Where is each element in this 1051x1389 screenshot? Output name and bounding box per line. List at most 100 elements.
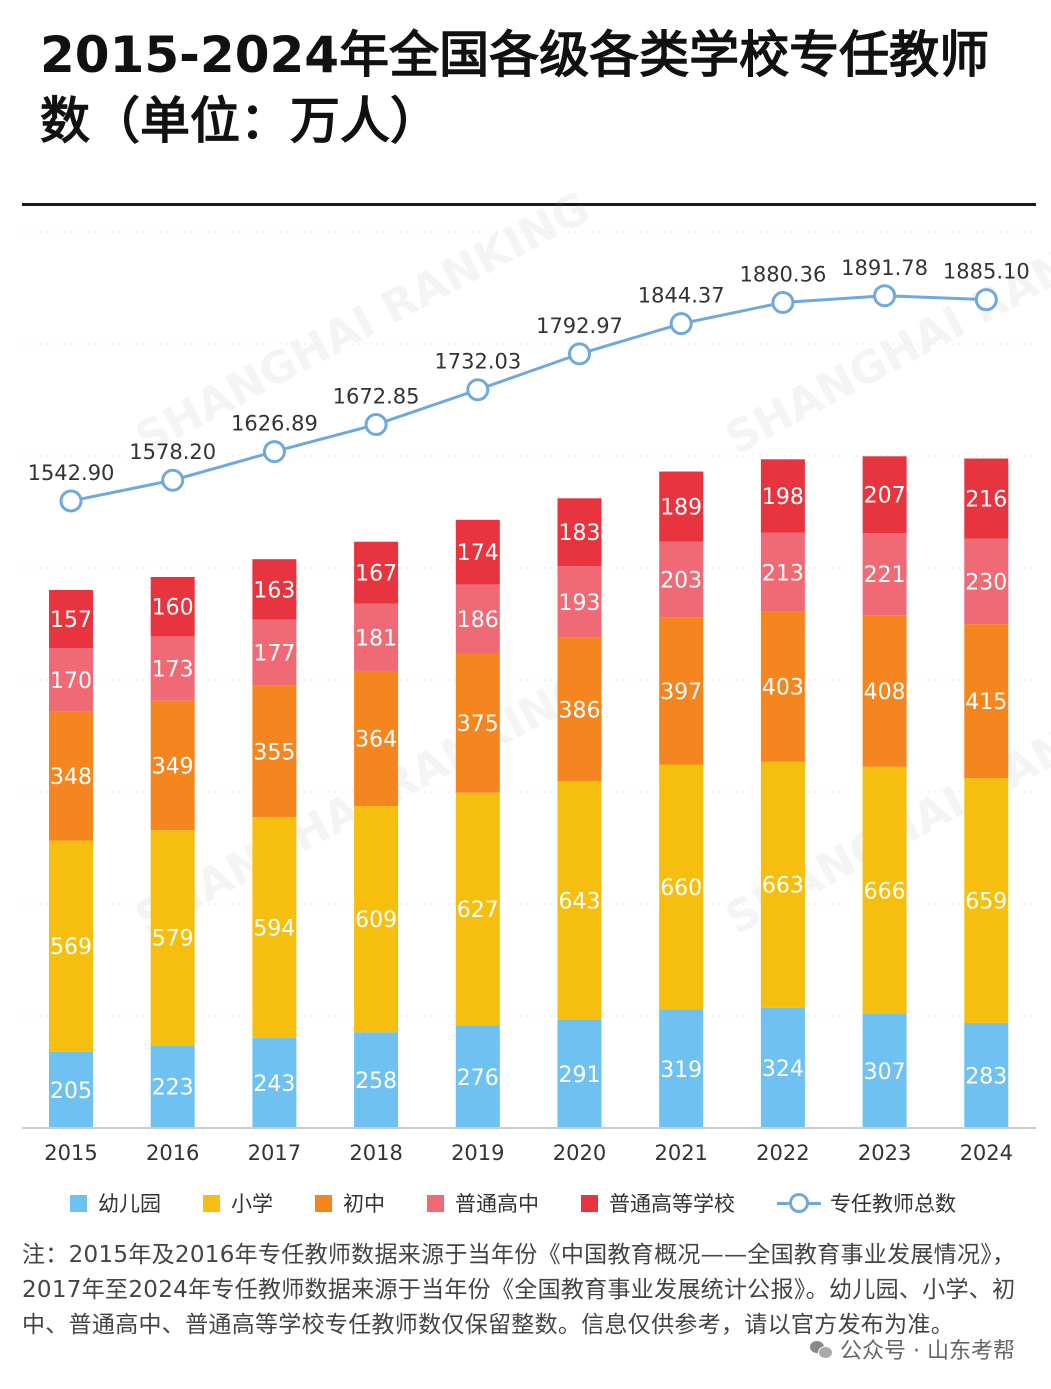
bar-segment-senior — [659, 541, 704, 618]
bar-segment-junior — [557, 637, 602, 782]
bar-value-label: 349 — [152, 754, 194, 779]
bar-segment-higher — [964, 458, 1009, 539]
total-value-label: 1891.78 — [841, 256, 928, 280]
bar-value-label: 163 — [253, 578, 295, 603]
bar-segment-primary — [252, 817, 297, 1038]
bar-segment-senior — [557, 566, 602, 638]
bar-value-label: 643 — [559, 890, 601, 915]
bar-segment-higher — [354, 541, 399, 604]
bar-value-label: 193 — [559, 591, 601, 616]
bar-segment-higher — [150, 576, 195, 637]
bar-value-label: 324 — [762, 1057, 804, 1082]
bar-value-label: 221 — [864, 563, 906, 588]
total-point — [771, 290, 795, 314]
bar-segment-junior — [252, 685, 297, 818]
bar-segment-junior — [354, 670, 399, 807]
bar-value-label: 408 — [864, 680, 906, 705]
bar-segment-primary — [964, 778, 1009, 1023]
bar-segment-junior — [150, 700, 195, 831]
bar-segment-senior — [964, 538, 1009, 625]
legend-label: 普通高等学校 — [609, 1192, 735, 1216]
bar-value-label: 579 — [152, 927, 194, 952]
legend-label: 小学 — [231, 1192, 273, 1216]
legend-swatch-primary — [203, 1194, 220, 1212]
bar-segment-senior — [354, 603, 399, 671]
x-tick-label: 2021 — [654, 1141, 707, 1165]
legend-line-marker — [777, 1193, 821, 1213]
x-tick-label: 2020 — [553, 1141, 606, 1165]
bar-segment-kindergarten — [354, 1032, 399, 1128]
bar-value-label: 258 — [355, 1069, 397, 1094]
bar-value-label: 223 — [152, 1076, 194, 1101]
bar-segment-higher — [760, 459, 805, 533]
bar-value-label: 364 — [355, 728, 397, 753]
total-value-label: 1672.85 — [333, 385, 420, 409]
bar-value-label: 307 — [864, 1060, 906, 1085]
bar-value-label: 157 — [50, 608, 92, 633]
bar-value-label: 183 — [559, 521, 601, 546]
bar-value-label: 205 — [50, 1079, 92, 1104]
chart-legend: 幼儿园 小学 初中 普通高中 普通高等学校 专任教师总数 — [70, 1188, 1030, 1218]
bar-value-label: 189 — [660, 496, 702, 521]
bar-segment-higher — [455, 519, 500, 585]
bar-segment-higher — [49, 589, 93, 649]
stacked-bar-line-chart: 205 569 348 170 157 2015 223 579 349 173 160 2016 24… — [22, 231, 1036, 1165]
bar-value-label: 283 — [965, 1064, 1007, 1089]
bar-segment-primary — [659, 764, 704, 1010]
bar-segment-kindergarten — [862, 1014, 907, 1128]
bar-segment-senior — [150, 636, 195, 701]
bar-segment-junior — [659, 617, 704, 765]
bar-value-label: 659 — [965, 890, 1007, 915]
bar-value-label: 666 — [864, 879, 906, 904]
bar-segment-senior — [455, 584, 500, 654]
bar-segment-kindergarten — [964, 1022, 1009, 1128]
bar-value-label: 397 — [660, 680, 702, 705]
total-value-label: 1542.90 — [28, 461, 115, 485]
total-teachers-line — [70, 294, 987, 503]
bar-value-label: 230 — [965, 570, 1007, 595]
bar-value-label: 403 — [762, 676, 804, 701]
total-value-label: 1792.97 — [536, 314, 623, 338]
x-tick-label: 2019 — [451, 1141, 504, 1165]
bar-segment-junior — [49, 711, 93, 841]
chart-title: 2015-2024年全国各级各类学校专任教师数（单位：万人） — [40, 26, 990, 150]
legend-swatch-kindergarten — [70, 1194, 87, 1212]
bar-value-label: 319 — [660, 1058, 702, 1083]
total-point — [466, 378, 490, 402]
bar-value-label: 177 — [253, 642, 295, 667]
total-point — [669, 312, 693, 336]
legend-item-senior: 普通高中 — [427, 1188, 539, 1218]
legend-label: 初中 — [343, 1192, 385, 1216]
total-point — [568, 342, 591, 366]
bar-value-label: 160 — [152, 596, 194, 621]
bar-value-label: 216 — [965, 488, 1007, 513]
x-tick-label: 2018 — [349, 1141, 402, 1165]
bar-segment-higher — [252, 559, 297, 620]
title-divider — [22, 203, 1036, 206]
total-point — [59, 489, 83, 513]
bar-value-label: 569 — [50, 935, 92, 960]
total-value-label: 1880.36 — [739, 262, 826, 286]
x-tick-label: 2015 — [44, 1141, 97, 1165]
total-point — [364, 413, 388, 437]
bar-value-label: 415 — [965, 690, 1007, 715]
bar-segment-primary — [354, 806, 399, 1033]
bar-value-label: 174 — [457, 541, 499, 566]
bar-value-label: 203 — [660, 568, 702, 593]
legend-swatch-higher — [581, 1194, 598, 1212]
bar-value-label: 173 — [152, 658, 194, 683]
bar-segment-senior — [252, 619, 297, 686]
x-tick-label: 2024 — [960, 1141, 1013, 1165]
bar-value-label: 663 — [762, 874, 804, 899]
bar-segment-kindergarten — [252, 1037, 297, 1128]
bar-value-label: 198 — [762, 485, 804, 510]
total-point — [262, 440, 286, 464]
bar-segment-higher — [862, 456, 907, 534]
x-tick-label: 2022 — [756, 1141, 809, 1165]
bar-value-label: 207 — [864, 484, 906, 509]
wechat-icon — [810, 1339, 834, 1359]
legend-swatch-junior — [315, 1194, 332, 1212]
bar-value-label: 348 — [50, 765, 92, 790]
legend-item-junior: 初中 — [315, 1188, 385, 1218]
bar-segment-primary — [49, 840, 93, 1052]
